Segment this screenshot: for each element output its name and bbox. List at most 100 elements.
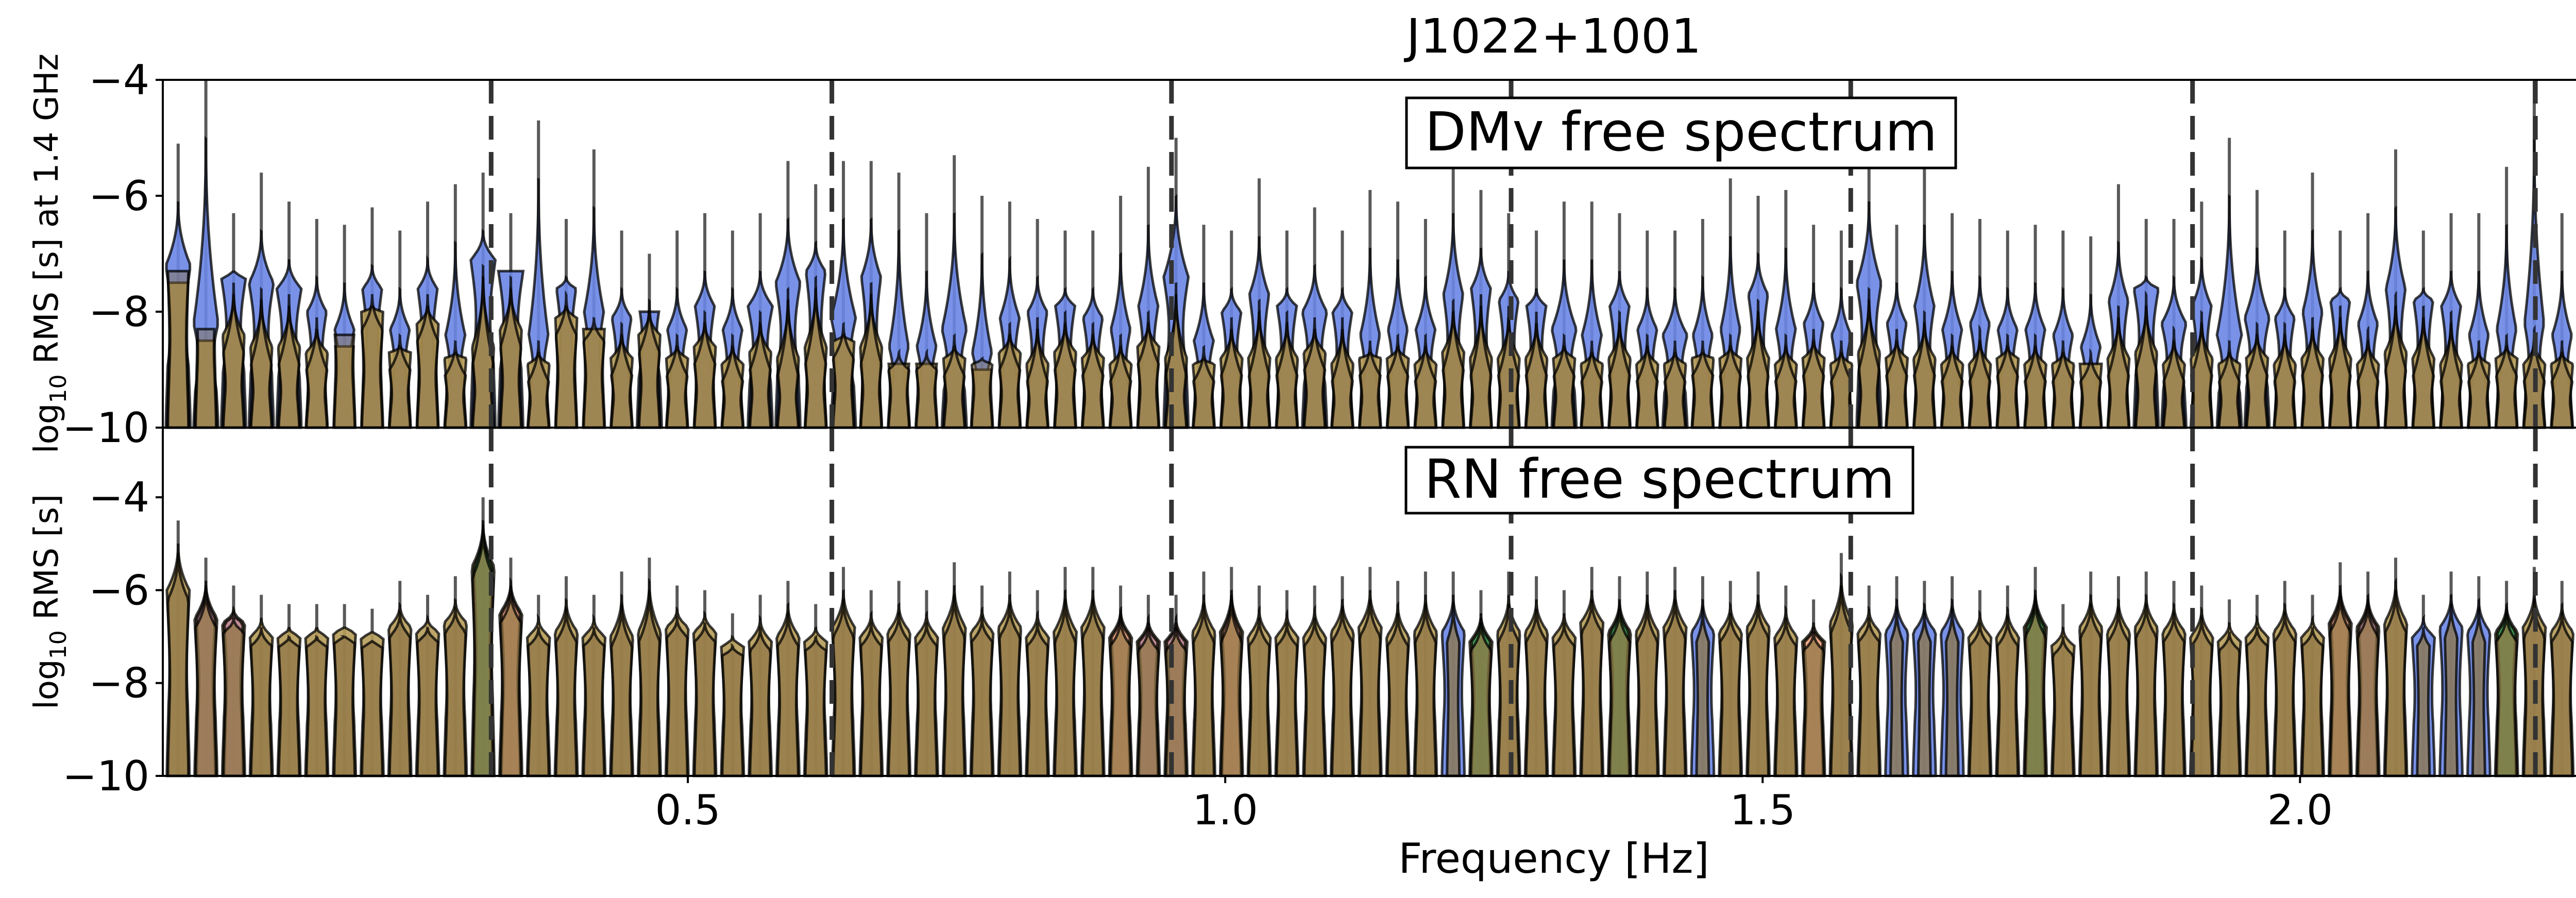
chart-title: J1022+1001	[1404, 9, 1701, 64]
dmv-panel-label: DMv free spectrum	[1425, 100, 1938, 163]
rn-violin-bin-67	[1995, 585, 2021, 777]
rn-violin-bin-87	[2549, 581, 2575, 777]
rn-ylabel-rest: RMS [s]	[28, 494, 66, 630]
dmv-violin-bin-64	[1912, 166, 1937, 429]
rn-violin-bin-41	[1274, 590, 1300, 777]
violin-overlap	[1303, 618, 1327, 777]
violin-overlap	[1802, 631, 1825, 777]
dmv-violin-bin-79	[2328, 230, 2352, 429]
rn-violin-bin-47	[1440, 571, 1466, 777]
violin-overlap	[1857, 617, 1881, 777]
rn-ylabel-sub: 10	[45, 630, 72, 659]
violin-overlap	[998, 602, 1022, 777]
rn-violin-bin-71	[2106, 576, 2131, 777]
dmv-ylabel-rest: RMS [s] at 1.4 GHz	[28, 54, 66, 375]
dmv-violin-bin-53	[1607, 213, 1632, 429]
dmv-ylabel-sub: 10	[45, 375, 72, 403]
y-tick-label: −10	[62, 752, 149, 800]
violin-overlap	[1944, 606, 1960, 777]
rn-label-box: RN free spectrum	[1404, 446, 1914, 515]
dmv-violin-bin-73	[2160, 219, 2188, 429]
dmv-label-frame	[1405, 96, 1957, 170]
violin-overlap	[554, 606, 578, 777]
rn-violin-bin-61	[1828, 553, 1854, 777]
dmv-violin-bin-72	[2132, 219, 2160, 429]
dmv-violin-bin-32	[1025, 219, 1050, 429]
dmv-violin-bin-10	[415, 201, 440, 429]
dmv-violin-bin-49	[1496, 213, 1521, 429]
dmv-violin-bin-48	[1469, 190, 1493, 429]
dmv-ylabel-log: log	[28, 403, 66, 454]
rn-violin-bin-57	[1718, 581, 1743, 777]
x-tick-label: 1.5	[1730, 786, 1795, 834]
rn-violin-bin-69	[2050, 604, 2076, 777]
y-tick-label: −8	[89, 659, 149, 707]
rn-violin-bin-16	[581, 595, 607, 777]
violin-overlap	[1247, 617, 1271, 777]
dmv-violin-bin-58	[1745, 196, 1771, 429]
dmv-violin-bin-50	[1524, 230, 1549, 429]
rn-violin-bin-18	[636, 557, 662, 777]
violin-overlap	[887, 611, 911, 777]
x-axis-label: Frequency [Hz]	[1398, 835, 1709, 883]
violin-overlap	[2444, 602, 2459, 777]
rn-violin-bin-85	[2494, 581, 2519, 777]
rn-yearly-harmonic-lines	[488, 428, 2538, 776]
dmv-violin-bin-78	[2300, 173, 2325, 429]
violin-overlap	[2079, 602, 2103, 777]
rn-violin-bin-5	[276, 604, 302, 777]
rn-violins	[165, 497, 2575, 777]
violin-overlap	[1774, 617, 1798, 777]
violin-overlap	[721, 643, 744, 777]
violin-overlap	[693, 621, 717, 777]
violin-overlap	[2356, 602, 2380, 777]
rn-violin-bin-6	[304, 604, 330, 777]
dmv-violin-bin-38	[1191, 225, 1216, 429]
violin-overlap	[305, 635, 329, 777]
rn-violin-bin-42	[1302, 585, 1328, 777]
rn-label-frame	[1404, 446, 1914, 515]
dmv-violin-bin-80	[2355, 213, 2380, 429]
x-tick-label: 2.0	[2267, 786, 2333, 834]
dmv-violin-bin-60	[1801, 225, 1826, 429]
violin-overlap	[970, 357, 994, 429]
dmv-violin-bin-16	[582, 149, 606, 429]
dmv-violin-bin-29	[940, 155, 968, 429]
violin-overlap	[582, 626, 606, 777]
dmv-violin-bin-75	[2215, 138, 2243, 429]
violin-overlap	[749, 626, 772, 777]
violin-overlap	[1719, 613, 1742, 777]
rn-violin-bin-7	[332, 604, 358, 777]
rn-violin-bin-8	[359, 608, 385, 777]
dmv-violin-bin-51	[1550, 201, 1578, 429]
dmv-violin-bin-67	[1995, 230, 2020, 429]
violin-overlap	[914, 621, 938, 777]
rn-violin-bin-80	[2355, 571, 2381, 777]
rn-violin-bin-43	[1330, 576, 1355, 777]
violin-overlap	[2273, 611, 2297, 777]
dmv-violin-bin-5	[275, 201, 303, 429]
rn-violin-bin-39	[1218, 567, 1244, 777]
x-tick-label: 0.5	[655, 786, 720, 834]
dmv-violin-bin-25	[829, 161, 857, 429]
rn-violin-bin-33	[1052, 567, 1078, 777]
violin-overlap	[1580, 599, 1604, 777]
dmv-violin-bin-2	[192, 80, 220, 429]
rn-axes-frame	[162, 427, 2576, 777]
violin-overlap	[2495, 611, 2518, 777]
violin-overlap	[1109, 613, 1132, 777]
y-tick-label: −4	[89, 56, 149, 104]
rn-y-ticks: −10 −8 −6 −4	[62, 473, 163, 800]
x-ticks: 0.51.01.52.02.5	[655, 776, 2333, 834]
violin-overlap	[2245, 626, 2269, 777]
dmv-violin-bin-40	[1247, 178, 1272, 429]
rn-violin-bin-23	[775, 581, 801, 777]
violin-overlap	[2051, 635, 2075, 777]
dmv-violin-bin-24	[803, 184, 828, 429]
rn-violin-bin-26	[858, 590, 884, 777]
rn-violin-bin-73	[2161, 581, 2187, 777]
dmv-violin-bin-41	[1275, 230, 1299, 429]
dmv-violin-bin-31	[997, 201, 1022, 429]
rn-violin-bin-29	[941, 562, 967, 777]
violin-overlap	[277, 635, 301, 777]
